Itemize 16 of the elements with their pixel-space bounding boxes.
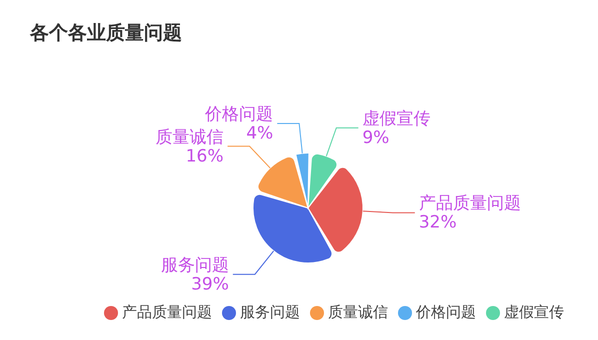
slice-label: 价格问题 (204, 104, 274, 124)
legend-label: 服务问题 (240, 303, 300, 321)
legend-label: 质量诚信 (328, 303, 388, 321)
data-label: 16% (186, 146, 224, 166)
slice-label: 虚假宣传 (362, 108, 430, 129)
data-label: 9% (362, 128, 390, 148)
legend-label: 价格问题 (416, 303, 476, 321)
data-label: 4% (246, 123, 274, 144)
legend-label: 虚假宣传 (504, 303, 564, 321)
slice-label: 质量诚信 (156, 127, 224, 148)
slice-label: 服务问题 (160, 255, 229, 276)
chart-title: 各个各业质量问题 (30, 21, 182, 46)
data-label: 32% (418, 212, 457, 233)
legend-label: 产品质量问题 (122, 303, 212, 321)
slice-label: 产品质量问题 (418, 194, 521, 214)
data-label: 39% (191, 274, 229, 294)
